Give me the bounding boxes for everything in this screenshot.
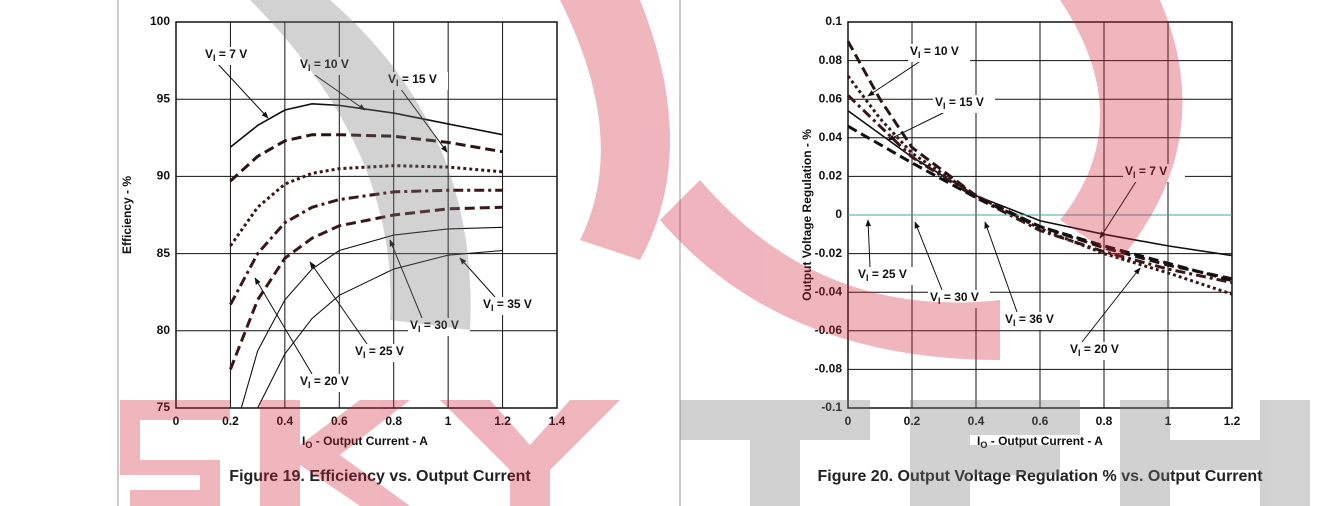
data-line xyxy=(229,133,503,183)
y-tick-label: 0.08 xyxy=(819,53,843,67)
y-tick-label: 0.02 xyxy=(819,169,843,183)
series-label: VI = 20 V xyxy=(300,374,349,390)
label-bg xyxy=(928,290,990,308)
x-axis-title: IO - Output Current - A xyxy=(977,434,1103,450)
annotation-arrow xyxy=(254,277,313,375)
x-axis-title: IO - Output Current - A xyxy=(302,434,428,450)
data-line xyxy=(229,205,503,370)
plots: 758085909510000.20.40.60.811.21.4VI = 7 … xyxy=(120,14,1263,485)
x-tick-label: 0.8 xyxy=(385,414,402,428)
annotation-arrow xyxy=(311,72,366,111)
y-tick-label: -0.08 xyxy=(815,362,843,376)
series-label: VI = 7 V xyxy=(1125,164,1167,180)
y-tick-label: -0.06 xyxy=(815,323,843,337)
label-bg xyxy=(203,47,265,65)
data-line xyxy=(229,103,503,148)
annotation-arrow xyxy=(309,261,368,345)
label-bg xyxy=(1123,164,1185,182)
y-axis-title: Output Voltage Regulation - % xyxy=(800,129,814,301)
y-tick-label: 80 xyxy=(157,323,171,337)
label-bg xyxy=(856,267,918,285)
y-tick-label: 100 xyxy=(150,14,170,28)
series-label: VI = 30 V xyxy=(410,318,459,334)
x-tick-label: 1.4 xyxy=(549,414,566,428)
label-bg xyxy=(1068,342,1130,360)
line-chart: 75 80 85 90 95 100 0 0.2 0.4 0.6 0.8 1 1.2 1.4 VI = 7 … xyxy=(120,14,565,485)
series-label: VI = 30 V xyxy=(930,290,979,306)
label-bg xyxy=(481,297,543,315)
data-line xyxy=(846,75,1233,296)
watermark xyxy=(120,0,1310,506)
y-tick-label: 85 xyxy=(157,246,171,260)
annotation-arrow xyxy=(399,87,448,153)
label-bg xyxy=(933,95,995,113)
series-label: VI = 25 V xyxy=(355,344,404,360)
series-label: VI = 15 V xyxy=(935,95,984,111)
figure-caption: Figure 19. Efficiency vs. Output Current xyxy=(229,468,531,485)
annotation-arrow xyxy=(216,62,269,119)
annotation-arrow xyxy=(1081,267,1141,343)
label-bg xyxy=(298,57,360,75)
label-bg xyxy=(353,344,415,362)
x-tick-label: 1 xyxy=(1165,414,1172,428)
y-axis-title: Efficiency - % xyxy=(120,176,134,254)
y-tick-label: 75 xyxy=(157,400,171,414)
x-tick-label: 0.2 xyxy=(904,414,921,428)
y-tick-label: 0 xyxy=(835,207,842,221)
x-tick-label: 0.6 xyxy=(331,414,348,428)
figure-caption: Figure 20. Output Voltage Regulation % v… xyxy=(817,468,1263,485)
annotation-arrow xyxy=(887,110,948,141)
x-tick-label: 0.6 xyxy=(1032,414,1049,428)
series-label: VI = 7 V xyxy=(205,47,247,63)
annotation-arrow xyxy=(914,221,943,291)
data-line xyxy=(257,249,503,409)
y-tick-label: -0.02 xyxy=(815,246,843,260)
x-tick-label: 0.8 xyxy=(1096,414,1113,428)
line-chart: -0.1 -0.08 -0.06 -0.04 -0.02 0 0.02 0.04 0.06 0.0… xyxy=(800,14,1263,485)
x-tick-label: 1.2 xyxy=(494,414,511,428)
data-line xyxy=(229,164,503,247)
y-tick-label: 0.04 xyxy=(819,130,843,144)
series-label: VI = 36 V xyxy=(1005,312,1054,328)
series-label: VI = 15 V xyxy=(388,72,437,88)
x-tick-label: 0 xyxy=(173,414,180,428)
x-tick-label: 0.4 xyxy=(277,414,294,428)
label-bg xyxy=(1003,312,1065,330)
label-bg xyxy=(908,44,970,62)
label-bg xyxy=(408,318,470,336)
series-label: VI = 35 V xyxy=(483,297,532,313)
data-line xyxy=(229,188,503,306)
x-tick-label: 0 xyxy=(845,414,852,428)
data-line xyxy=(847,124,1233,283)
series-label: VI = 25 V xyxy=(858,267,907,283)
annotation-arrow xyxy=(867,59,923,97)
y-tick-label: 0.06 xyxy=(819,91,843,105)
data-line xyxy=(846,40,1233,281)
series-label: VI = 10 V xyxy=(910,44,959,60)
label-bg xyxy=(298,374,360,392)
x-tick-label: 1.2 xyxy=(1224,414,1241,428)
x-tick-label: 0.2 xyxy=(222,414,239,428)
annotation-arrow xyxy=(1099,179,1138,239)
x-tick-label: 1 xyxy=(445,414,452,428)
y-tick-label: 0.1 xyxy=(825,14,842,28)
x-tick-label: 0.4 xyxy=(968,414,985,428)
label-bg xyxy=(386,72,448,90)
series-label: VI = 20 V xyxy=(1070,342,1119,358)
annotation-arrow xyxy=(459,257,496,298)
series-label: VI = 10 V xyxy=(300,57,349,73)
annotation-arrow xyxy=(389,239,423,319)
y-tick-label: -0.04 xyxy=(815,284,843,298)
annotation-arrow xyxy=(865,219,872,268)
data-line xyxy=(846,94,1233,285)
annotation-arrow xyxy=(984,221,1018,313)
y-tick-label: -0.1 xyxy=(821,400,842,414)
data-line xyxy=(240,226,503,409)
y-tick-label: 90 xyxy=(157,169,171,183)
y-tick-label: 95 xyxy=(157,91,171,105)
